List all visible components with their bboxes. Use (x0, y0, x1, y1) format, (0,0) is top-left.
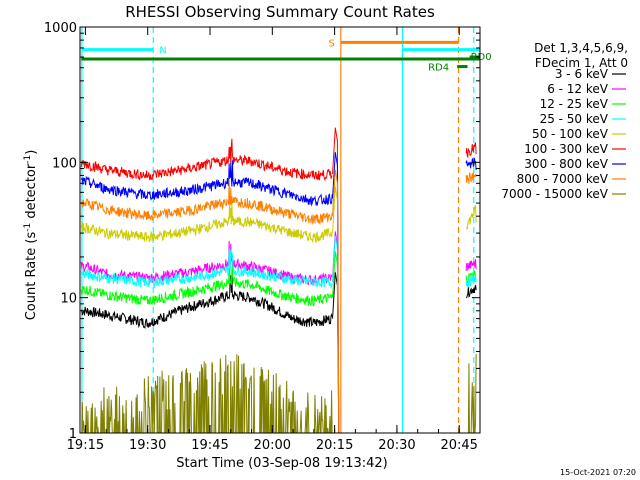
legend-label-6: 300 - 800 keV (524, 157, 608, 171)
series-line-5-part-0 (80, 138, 333, 182)
legend-label-3: 25 - 50 keV (540, 112, 609, 126)
series-line-5-part-1 (465, 142, 477, 159)
legend-label-2: 12 - 25 keV (540, 97, 609, 111)
legend-header-1: FDecim 1, Att 0 (535, 56, 628, 70)
series-line-7-part-1 (465, 171, 477, 184)
annotation-rd4: RD4 (428, 63, 449, 74)
series-line-4-part-0 (80, 199, 333, 244)
axes: 19:15 19:30 19:45 20:00 20:15 20:30 20:45 1 10 10… (44, 21, 481, 453)
x-axis-label: Start Time (03-Sep-08 19:13:42) (176, 456, 387, 471)
annotation-n: N (159, 46, 166, 57)
plot-area: N S RD4 RD0 (80, 27, 492, 434)
x-tick-label-3: 20:00 (254, 438, 291, 453)
legend-label-1: 6 - 12 keV (547, 82, 609, 96)
series-line-0-part-1 (465, 284, 477, 299)
x-tick-label-1: 19:30 (129, 438, 166, 453)
legend-label-7: 800 - 7000 keV (517, 172, 609, 186)
y-axis-label-end: ) (24, 150, 39, 155)
x-tick-label-2: 19:45 (191, 438, 228, 453)
series-flare-7 (332, 169, 340, 434)
series-line-6-part-1 (465, 157, 477, 171)
legend-label-0: 3 - 6 keV (555, 67, 609, 81)
y-axis-label-mid: detector (24, 163, 39, 223)
x-tick-label-6: 20:45 (440, 438, 477, 453)
series-line-7-part-0 (80, 179, 333, 226)
x-tick-label-5: 20:30 (378, 438, 415, 453)
y-tick-label-0: 1 (69, 427, 77, 442)
y-axis-label-sup2: -1 (23, 155, 33, 164)
y-tick-label-2: 100 (52, 156, 77, 171)
y-tick-label-1: 10 (60, 292, 77, 307)
annotation-rd0: RD0 (471, 52, 492, 63)
series-line-1-part-1 (465, 259, 477, 271)
series-line-0-part-0 (80, 274, 333, 330)
series-line-4-part-1 (465, 204, 477, 230)
series-line-8-part-0 (81, 354, 333, 434)
series-line-2-part-1 (465, 270, 477, 284)
legend-header-0: Det 1,3,4,5,6,9, (534, 41, 628, 55)
plot-frame (79, 26, 481, 434)
legend-label-8: 7000 - 15000 keV (501, 187, 608, 201)
legend: Det 1,3,4,5,6,9,FDecim 1, Att 03 - 6 keV… (501, 41, 628, 201)
series-line-3-part-0 (80, 248, 333, 289)
x-tick-label-4: 20:15 (316, 438, 353, 453)
y-axis-label-main: Count Rate (s (24, 232, 39, 321)
legend-label-5: 100 - 300 keV (524, 142, 608, 156)
legend-label-4: 50 - 100 keV (532, 127, 609, 141)
y-axis-label: Count Rate (s-1 detector-1) (23, 150, 39, 321)
series-line-6-part-0 (80, 160, 333, 207)
series-line-8-part-1 (466, 353, 477, 434)
y-tick-label-3: 1000 (44, 21, 77, 36)
series-line-1-part-0 (80, 240, 333, 286)
series-line-2-part-0 (80, 265, 333, 307)
timestamp-footer: 15-Oct-2021 07:20 (560, 468, 636, 477)
y-axis-label-sup1: -1 (23, 223, 33, 232)
chart-title: RHESSI Observing Summary Count Rates (125, 3, 435, 21)
x-tick-label-0: 19:15 (67, 438, 104, 453)
annotation-s: S (328, 38, 334, 49)
series-line-3-part-1 (465, 274, 477, 288)
